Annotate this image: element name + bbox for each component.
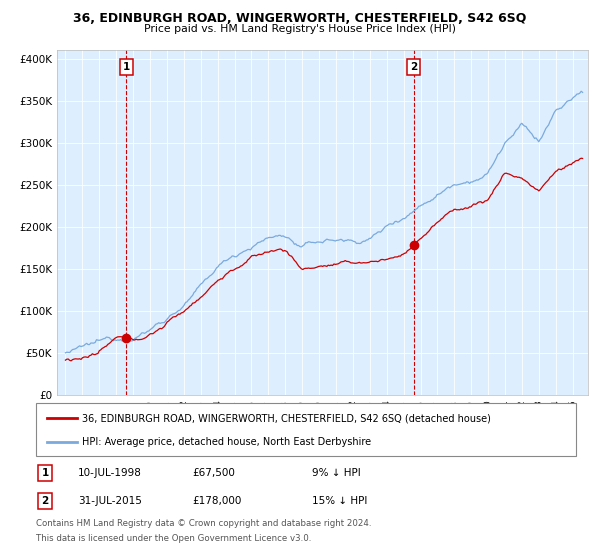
Text: 1: 1 [41, 468, 49, 478]
Text: 31-JUL-2015: 31-JUL-2015 [78, 496, 142, 506]
Text: £67,500: £67,500 [192, 468, 235, 478]
Text: 2: 2 [410, 62, 417, 72]
Text: 1: 1 [122, 62, 130, 72]
Text: 10-JUL-1998: 10-JUL-1998 [78, 468, 142, 478]
Text: 36, EDINBURGH ROAD, WINGERWORTH, CHESTERFIELD, S42 6SQ: 36, EDINBURGH ROAD, WINGERWORTH, CHESTER… [73, 12, 527, 25]
Text: Contains HM Land Registry data © Crown copyright and database right 2024.: Contains HM Land Registry data © Crown c… [36, 519, 371, 528]
FancyBboxPatch shape [36, 403, 576, 456]
Text: 9% ↓ HPI: 9% ↓ HPI [312, 468, 361, 478]
Text: 36, EDINBURGH ROAD, WINGERWORTH, CHESTERFIELD, S42 6SQ (detached house): 36, EDINBURGH ROAD, WINGERWORTH, CHESTER… [82, 413, 491, 423]
Text: HPI: Average price, detached house, North East Derbyshire: HPI: Average price, detached house, Nort… [82, 436, 371, 446]
Text: £178,000: £178,000 [192, 496, 241, 506]
Text: This data is licensed under the Open Government Licence v3.0.: This data is licensed under the Open Gov… [36, 534, 311, 543]
Text: 2: 2 [41, 496, 49, 506]
Text: 15% ↓ HPI: 15% ↓ HPI [312, 496, 367, 506]
Text: Price paid vs. HM Land Registry's House Price Index (HPI): Price paid vs. HM Land Registry's House … [144, 24, 456, 34]
